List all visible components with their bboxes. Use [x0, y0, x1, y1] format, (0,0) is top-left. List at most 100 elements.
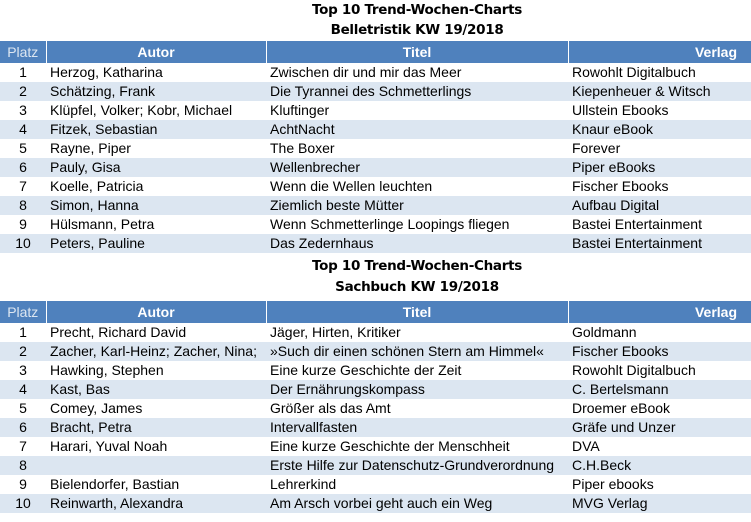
- table-row: 9 Hülsmann, Petra Wenn Schmetterlinge Loop…: [0, 215, 751, 234]
- cell-verlag: Rowohlt Digitalbuch: [572, 64, 696, 80]
- cell-titel: Wenn Schmetterlinge Loopings fliegen: [270, 216, 510, 232]
- cell-verlag: Droemer eBook: [572, 400, 671, 416]
- cell-platz: 1: [19, 64, 27, 80]
- cell-platz: 6: [0, 418, 46, 437]
- cell-autor: Hawking, Stephen: [50, 362, 164, 378]
- cell-verlag: Piper ebooks: [572, 476, 654, 492]
- table-row: 10 Reinwarth, Alexandra Am Arsch vorbei ge…: [0, 494, 751, 513]
- cell-autor: Hülsmann, Petra: [50, 216, 155, 232]
- cell-platz: 2: [0, 82, 46, 101]
- table-row: 2 Zacher, Karl-Heinz; Zacher, Nina; »Such …: [0, 342, 751, 361]
- cell-verlag: Knaur eBook: [568, 120, 751, 139]
- table-row: 6 Bracht, Petra Intervallfasten Gräfe und U…: [0, 418, 751, 437]
- cell-autor: Schätzing, Frank: [46, 82, 266, 101]
- cell-titel: Die Tyrannei des Schmetterlings: [266, 82, 568, 101]
- cell-verlag: Aufbau Digital: [568, 196, 751, 215]
- cell-platz: 3: [19, 362, 27, 378]
- header-platz[interactable]: Platz: [0, 301, 46, 323]
- cell-autor: Rayne, Piper: [50, 140, 131, 156]
- table-title-sachbuch: Top 10 Trend-Wochen-Charts: [312, 258, 522, 274]
- cell-platz: 7: [19, 178, 27, 194]
- cell-verlag: Ullstein Ebooks: [572, 102, 669, 118]
- header-autor[interactable]: Autor: [45, 301, 266, 323]
- cell-titel: Zwischen dir und mir das Meer: [270, 64, 462, 80]
- cell-platz: 1: [19, 324, 27, 340]
- cell-titel: Wellenbrecher: [266, 158, 568, 177]
- header-row: Platz Autor Titel Verlag: [0, 301, 751, 323]
- table-row: 8 Erste Hilfe zur Datenschutz-Grundverord…: [0, 456, 751, 475]
- cell-titel: »Such dir einen schönen Stern am Himmel«: [266, 342, 568, 361]
- cell-platz: 4: [0, 120, 46, 139]
- cell-autor: Pauly, Gisa: [46, 158, 266, 177]
- cell-verlag: Bastei Entertainment: [572, 216, 702, 232]
- table-row: 5 Comey, James Größer als das Amt Droemer e…: [0, 399, 751, 418]
- cell-verlag: C.H.Beck: [568, 456, 751, 475]
- cell-platz: 6: [0, 158, 46, 177]
- cell-verlag: MVG Verlag: [568, 494, 751, 513]
- belletristik-table: Platz Autor Titel Verlag 1 Herzog, Katharina Z…: [0, 41, 751, 253]
- table-row: 3 Klüpfel, Volker; Kobr, Michael Kluftinge…: [0, 101, 751, 120]
- table-row: 3 Hawking, Stephen Eine kurze Geschichte d…: [0, 361, 751, 380]
- cell-titel: Größer als das Amt: [270, 400, 391, 416]
- table-row: 9 Bielendorfer, Bastian Lehrerkind Piper eb…: [0, 475, 751, 494]
- cell-autor: Herzog, Katharina: [50, 64, 163, 80]
- cell-titel: Intervallfasten: [266, 418, 568, 437]
- cell-platz: 4: [0, 380, 46, 399]
- cell-autor: [46, 456, 266, 475]
- cell-titel: Das Zedernhaus: [266, 234, 568, 253]
- cell-platz: 10: [0, 494, 46, 513]
- cell-verlag: Goldmann: [572, 324, 637, 340]
- header-titel[interactable]: Titel: [265, 41, 568, 63]
- cell-titel: Ziemlich beste Mütter: [266, 196, 568, 215]
- cell-platz: 7: [19, 438, 27, 454]
- cell-titel: Der Ernährungskompass: [266, 380, 568, 399]
- cell-autor: Kast, Bas: [46, 380, 266, 399]
- header-platz[interactable]: Platz: [0, 41, 46, 63]
- cell-platz: 9: [19, 216, 27, 232]
- cell-autor: Peters, Pauline: [46, 234, 266, 253]
- cell-autor: Reinwarth, Alexandra: [46, 494, 266, 513]
- header-autor[interactable]: Autor: [45, 41, 266, 63]
- header-titel[interactable]: Titel: [265, 301, 568, 323]
- header-row: Platz Autor Titel Verlag: [0, 41, 751, 63]
- cell-platz: 8: [0, 456, 46, 475]
- cell-verlag: Forever: [572, 140, 621, 156]
- table-row: 2 Schätzing, Frank Die Tyrannei des Schmet…: [0, 82, 751, 101]
- table-row: 10 Peters, Pauline Das Zedernhaus Bastei En…: [0, 234, 751, 253]
- cell-platz: 8: [0, 196, 46, 215]
- cell-titel: Eine kurze Geschichte der Menschheit: [270, 438, 510, 454]
- cell-autor: Bielendorfer, Bastian: [50, 476, 180, 492]
- cell-titel: The Boxer: [270, 140, 335, 156]
- cell-titel: AchtNacht: [266, 120, 568, 139]
- cell-verlag: Gräfe und Unzer: [568, 418, 751, 437]
- cell-verlag: Piper eBooks: [568, 158, 751, 177]
- cell-titel: Am Arsch vorbei geht auch ein Weg: [266, 494, 568, 513]
- cell-titel: Eine kurze Geschichte der Zeit: [270, 362, 462, 378]
- cell-platz: 5: [19, 400, 27, 416]
- table-subtitle-belletristik: Belletristik KW 19/2018: [330, 22, 504, 38]
- header-verlag[interactable]: Verlag: [567, 301, 751, 323]
- cell-autor: Bracht, Petra: [46, 418, 266, 437]
- cell-autor: Comey, James: [50, 400, 143, 416]
- cell-titel: Kluftinger: [270, 102, 330, 118]
- cell-platz: 9: [19, 476, 27, 492]
- cell-autor: Koelle, Patricia: [50, 178, 144, 194]
- cell-titel: Lehrerkind: [270, 476, 337, 492]
- table-row: 7 Koelle, Patricia Wenn die Wellen leuchte…: [0, 177, 751, 196]
- cell-verlag: Bastei Entertainment: [568, 234, 751, 253]
- table-row: 1 Herzog, Katharina Zwischen dir und mir d…: [0, 63, 751, 82]
- table-row: 8 Simon, Hanna Ziemlich beste Mütter Aufbau…: [0, 196, 751, 215]
- table-row: 6 Pauly, Gisa Wellenbrecher Piper eBooks: [0, 158, 751, 177]
- table-row: 4 Kast, Bas Der Ernährungskompass C. Bertel…: [0, 380, 751, 399]
- cell-verlag: Fischer Ebooks: [572, 178, 669, 194]
- cell-verlag: DVA: [572, 438, 600, 454]
- cell-verlag: Fischer Ebooks: [568, 342, 751, 361]
- table-row: 5 Rayne, Piper The Boxer Forever: [0, 139, 751, 158]
- header-verlag[interactable]: Verlag: [567, 41, 751, 63]
- cell-verlag: Rowohlt Digitalbuch: [572, 362, 696, 378]
- table-title-belletristik: Top 10 Trend-Wochen-Charts: [312, 2, 522, 18]
- sachbuch-table: Platz Autor Titel Verlag 1 Precht, Richard Da…: [0, 301, 751, 513]
- cell-autor: Fitzek, Sebastian: [46, 120, 266, 139]
- table-subtitle-sachbuch: Sachbuch KW 19/2018: [335, 279, 499, 295]
- cell-titel: Erste Hilfe zur Datenschutz-Grundverordn…: [266, 456, 568, 475]
